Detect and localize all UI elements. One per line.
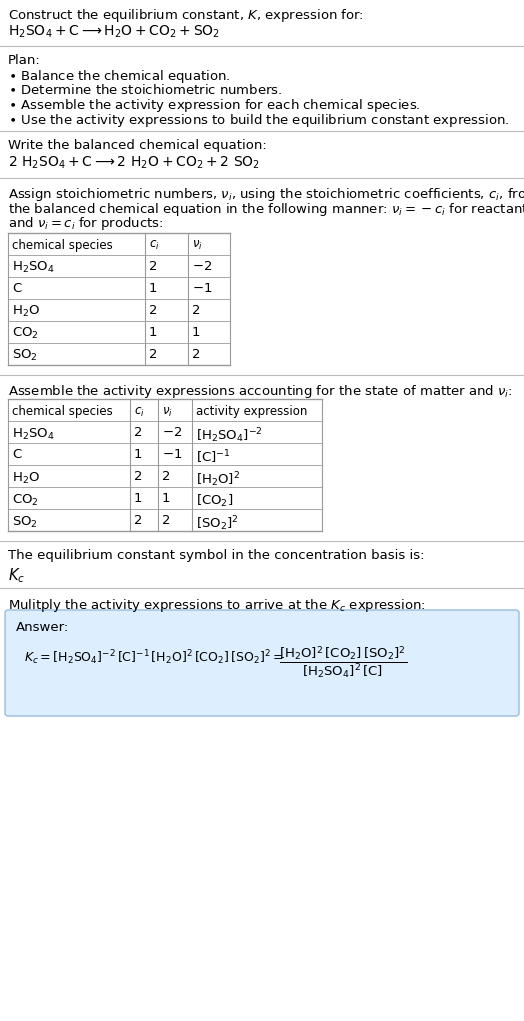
Text: Plan:: Plan: [8,54,41,67]
Text: $[\mathrm{C}]^{-1}$: $[\mathrm{C}]^{-1}$ [196,448,231,466]
Text: activity expression: activity expression [196,405,308,419]
Text: $\mathrm{SO_2}$: $\mathrm{SO_2}$ [12,515,38,530]
Text: 2: 2 [162,515,170,528]
Text: 2: 2 [134,515,143,528]
Text: 2: 2 [149,348,158,361]
Text: 2: 2 [162,471,170,484]
Text: 1: 1 [134,448,143,461]
Text: $\mathrm{CO_2}$: $\mathrm{CO_2}$ [12,492,39,507]
Text: 2: 2 [149,304,158,317]
Text: $\mathrm{2\ H_2SO_4 + C \longrightarrow 2\ H_2O + CO_2 + 2\ SO_2}$: $\mathrm{2\ H_2SO_4 + C \longrightarrow … [8,155,260,172]
Text: $c_i$: $c_i$ [134,405,145,419]
Text: $[\mathrm{SO_2}]^{2}$: $[\mathrm{SO_2}]^{2}$ [196,515,238,533]
Text: The equilibrium constant symbol in the concentration basis is:: The equilibrium constant symbol in the c… [8,549,424,563]
Text: $\mathrm{H_2SO_4}$: $\mathrm{H_2SO_4}$ [12,427,54,442]
Text: $[\mathrm{H_2SO_4}]^{-2}$: $[\mathrm{H_2SO_4}]^{-2}$ [196,427,263,445]
Text: 1: 1 [192,326,201,339]
Text: $K_c$: $K_c$ [8,566,25,585]
Text: $\mathrm{C}$: $\mathrm{C}$ [12,282,23,295]
Text: 1: 1 [162,492,170,505]
Text: and $\nu_i = c_i$ for products:: and $\nu_i = c_i$ for products: [8,215,163,233]
Text: Assign stoichiometric numbers, $\nu_i$, using the stoichiometric coefficients, $: Assign stoichiometric numbers, $\nu_i$, … [8,187,524,203]
Text: $\bullet$ Assemble the activity expression for each chemical species.: $\bullet$ Assemble the activity expressi… [8,97,421,114]
Text: $[\mathrm{H_2O}]^{2}$: $[\mathrm{H_2O}]^{2}$ [196,471,240,489]
Text: Assemble the activity expressions accounting for the state of matter and $\nu_i$: Assemble the activity expressions accoun… [8,383,512,400]
Text: $-2$: $-2$ [192,260,212,273]
Text: $\bullet$ Determine the stoichiometric numbers.: $\bullet$ Determine the stoichiometric n… [8,83,282,97]
Text: $K_c = [\mathrm{H_2SO_4}]^{-2}\,[\mathrm{C}]^{-1}\,[\mathrm{H_2O}]^{2}\,[\mathrm: $K_c = [\mathrm{H_2SO_4}]^{-2}\,[\mathrm… [24,648,284,667]
Text: $\mathrm{H_2SO_4}$: $\mathrm{H_2SO_4}$ [12,260,54,275]
Text: chemical species: chemical species [12,405,113,419]
Text: 2: 2 [192,304,201,317]
Text: Mulitply the activity expressions to arrive at the $K_c$ expression:: Mulitply the activity expressions to arr… [8,596,426,614]
Text: the balanced chemical equation in the following manner: $\nu_i = -c_i$ for react: the balanced chemical equation in the fo… [8,201,524,218]
Text: $-1$: $-1$ [192,282,212,295]
Text: $\bullet$ Balance the chemical equation.: $\bullet$ Balance the chemical equation. [8,68,231,86]
Text: Write the balanced chemical equation:: Write the balanced chemical equation: [8,140,267,152]
Text: 2: 2 [134,471,143,484]
Text: 2: 2 [192,348,201,361]
Text: $\bullet$ Use the activity expressions to build the equilibrium constant express: $\bullet$ Use the activity expressions t… [8,112,509,129]
Text: $\nu_i$: $\nu_i$ [192,239,203,252]
FancyBboxPatch shape [5,610,519,716]
Text: $\mathrm{H_2O}$: $\mathrm{H_2O}$ [12,471,40,486]
Text: 1: 1 [134,492,143,505]
Text: $\mathrm{C}$: $\mathrm{C}$ [12,448,23,461]
Text: $\dfrac{[\mathrm{H_2O}]^{2}\,[\mathrm{CO_2}]\,[\mathrm{SO_2}]^{2}}{[\mathrm{H_2S: $\dfrac{[\mathrm{H_2O}]^{2}\,[\mathrm{CO… [279,645,407,681]
Text: $\mathrm{H_2O}$: $\mathrm{H_2O}$ [12,304,40,320]
Text: 1: 1 [149,282,158,295]
Text: Answer:: Answer: [16,621,69,634]
Text: Construct the equilibrium constant, $K$, expression for:: Construct the equilibrium constant, $K$,… [8,7,364,25]
Text: $-1$: $-1$ [162,448,182,461]
Text: $c_i$: $c_i$ [149,239,160,252]
Text: chemical species: chemical species [12,239,113,252]
Text: $\mathrm{CO_2}$: $\mathrm{CO_2}$ [12,326,39,341]
Text: 1: 1 [149,326,158,339]
Text: 2: 2 [134,427,143,439]
Text: $[\mathrm{CO_2}]$: $[\mathrm{CO_2}]$ [196,492,233,508]
Text: $\mathrm{SO_2}$: $\mathrm{SO_2}$ [12,348,38,363]
Text: $\mathrm{H_2SO_4 + C \longrightarrow H_2O + CO_2 + SO_2}$: $\mathrm{H_2SO_4 + C \longrightarrow H_2… [8,23,220,40]
Text: $\nu_i$: $\nu_i$ [162,405,173,419]
Text: $-2$: $-2$ [162,427,182,439]
Text: 2: 2 [149,260,158,273]
